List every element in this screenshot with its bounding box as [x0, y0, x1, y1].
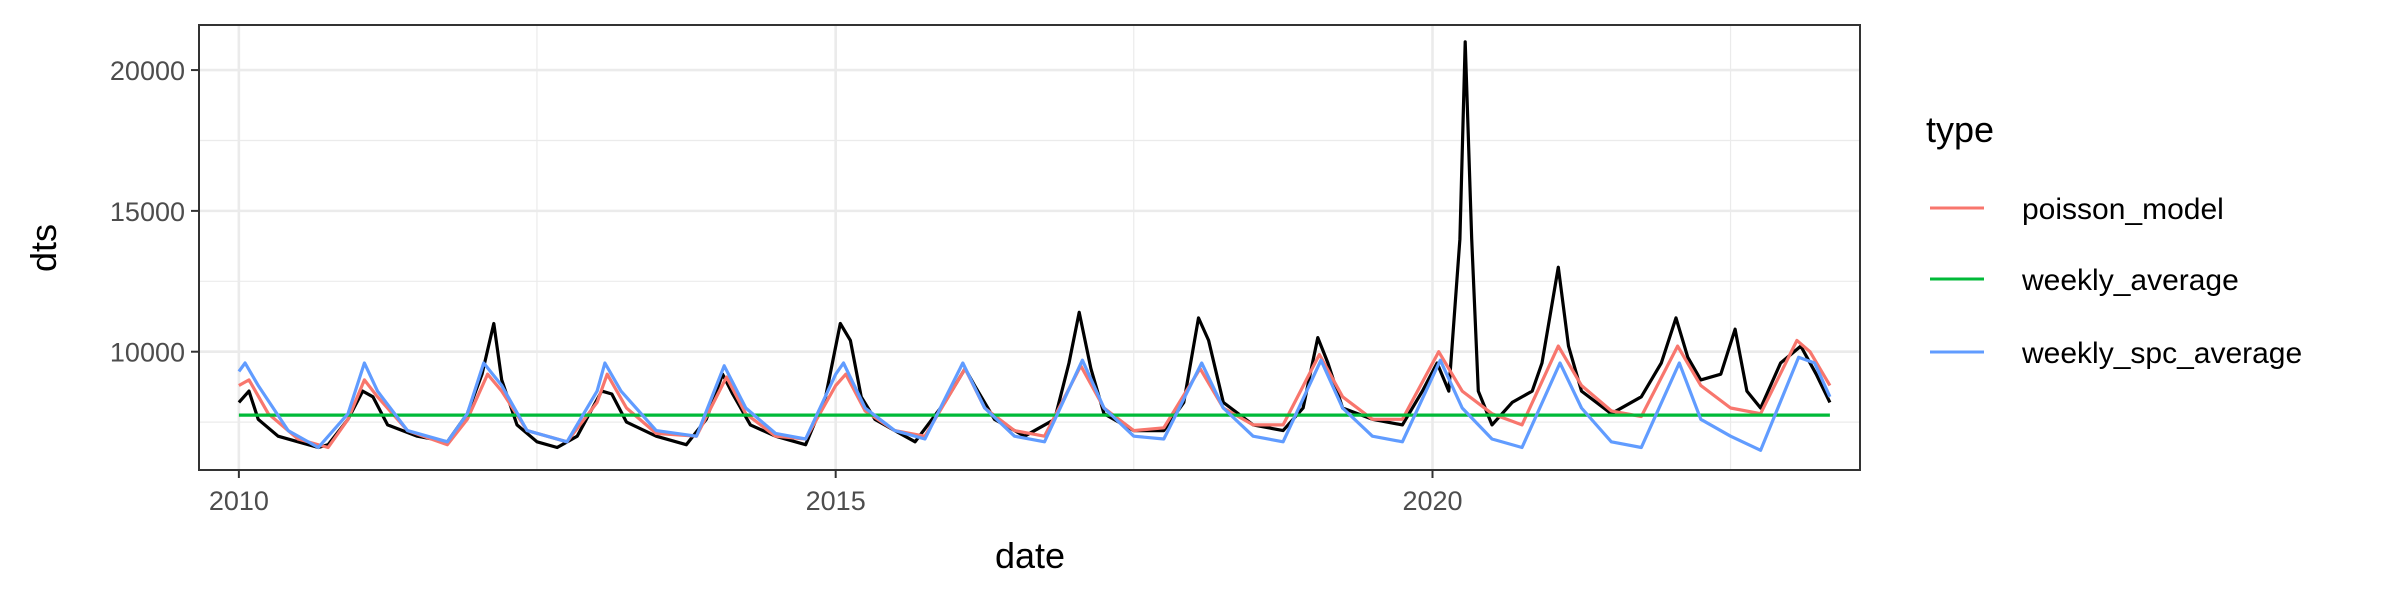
legend: type poisson_model weekly_average weekly… [1926, 109, 2302, 370]
series-line-weekly-spc-average [237, 355, 1832, 452]
axis-layer: 10000 15000 20000 2010 2015 2020 [110, 56, 1463, 516]
legend-label-poisson-model: poisson_model [2022, 193, 2224, 226]
x-axis-title: date [995, 535, 1065, 576]
series-line-observed [237, 40, 1832, 450]
legend-entry-weekly-average: weekly_average [1930, 264, 2239, 297]
y-axis-title: dts [23, 224, 64, 272]
series-layer [237, 40, 1832, 452]
y-tick-label: 20000 [110, 56, 185, 86]
legend-entry-weekly-spc-average: weekly_spc_average [1930, 337, 2302, 370]
y-tick-label: 15000 [110, 197, 185, 227]
legend-entry-poisson-model: poisson_model [1930, 193, 2224, 226]
x-tick-label: 2010 [209, 486, 269, 516]
plot-panel [198, 24, 1861, 471]
y-tick-label: 10000 [110, 338, 185, 368]
legend-label-weekly-spc-average: weekly_spc_average [2021, 337, 2302, 370]
grid-layer [199, 25, 1860, 470]
panel-border [198, 24, 1861, 471]
x-tick-label: 2020 [1402, 486, 1462, 516]
panel-background [199, 25, 1860, 470]
legend-title: type [1926, 109, 1994, 150]
x-tick-label: 2015 [806, 486, 866, 516]
legend-label-weekly-average: weekly_average [2021, 264, 2239, 297]
